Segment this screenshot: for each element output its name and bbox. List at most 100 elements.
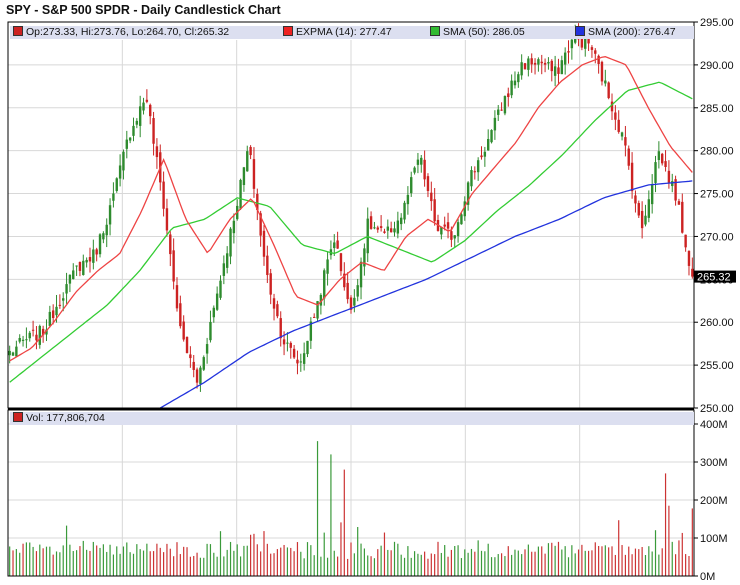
candle-body <box>108 205 112 225</box>
sma200-line <box>159 180 693 409</box>
candle-body <box>18 337 21 342</box>
sma50-line <box>9 81 693 383</box>
candle-body <box>684 234 687 248</box>
candle-body <box>644 215 647 225</box>
candle-body <box>222 263 226 276</box>
candle-body <box>242 167 246 186</box>
chart-title: SPY - S&P 500 SPDR - Daily Candlestick C… <box>6 3 281 17</box>
candle-body <box>594 50 597 54</box>
volume-tick-label: 0M <box>700 571 715 583</box>
expma-legend-item: EXPMA (14): 277.47 <box>283 26 392 39</box>
candle-body <box>691 268 694 277</box>
candle-body <box>463 201 466 217</box>
candle-body <box>420 157 423 165</box>
price-tick-label: 290.00 <box>700 60 734 72</box>
candle-body <box>393 228 396 233</box>
candle-body <box>453 235 456 239</box>
candle-body <box>416 159 420 165</box>
candle-body <box>85 259 88 263</box>
candle-body <box>356 285 359 297</box>
candle-body <box>98 234 102 255</box>
candle-body <box>640 210 644 229</box>
candle-body <box>517 74 520 83</box>
candle-body <box>135 120 139 125</box>
candle-body <box>262 230 266 257</box>
candle-body <box>38 325 41 345</box>
candle-body <box>406 194 410 205</box>
candle-body <box>118 165 122 179</box>
candle-body <box>540 61 543 64</box>
candle-body <box>15 346 18 357</box>
candle-body <box>647 199 651 218</box>
candle-body <box>309 321 313 341</box>
candle-body <box>500 109 503 111</box>
candle-body <box>88 257 92 262</box>
candle-body <box>65 284 68 294</box>
candle-body <box>413 167 416 173</box>
candle-body <box>349 297 353 310</box>
candle-body <box>460 214 463 225</box>
candle-body <box>209 321 212 341</box>
candle-body <box>8 350 11 356</box>
candle-body <box>440 227 443 235</box>
candle-body <box>530 58 533 65</box>
candle-body <box>580 35 584 48</box>
volume-bars <box>9 441 693 576</box>
candle-body <box>677 201 681 205</box>
ohlc-legend-text: Op:273.33, Hi:273.76, Lo:264.70, Cl:265.… <box>26 26 230 38</box>
candle-body <box>399 217 403 225</box>
candle-body <box>604 80 607 84</box>
candle-body <box>11 352 15 356</box>
candle-body <box>376 227 379 230</box>
candle-body <box>229 228 232 257</box>
price-tick-label: 275.00 <box>700 189 734 201</box>
candle-body <box>165 208 169 231</box>
candle-body <box>212 307 215 318</box>
candle-body <box>490 130 493 143</box>
volume-swatch <box>13 412 23 422</box>
candle-body <box>132 125 135 136</box>
volume-tick-label: 100M <box>700 533 728 545</box>
volume-tick-label: 300M <box>700 457 728 469</box>
candle-body <box>520 62 523 76</box>
candle-body <box>35 334 38 341</box>
candle-body <box>152 118 155 144</box>
candle-body <box>547 61 550 64</box>
candle-body <box>286 342 289 344</box>
candle-body <box>192 361 195 370</box>
candle-body <box>336 240 339 249</box>
candle-body <box>487 139 490 151</box>
last-price-marker <box>694 270 736 283</box>
candle-body <box>359 261 363 288</box>
candle-body <box>259 213 262 236</box>
candle-body <box>333 242 336 249</box>
candle-body <box>584 36 587 49</box>
candle-body <box>199 367 202 384</box>
volume-legend-item: Vol: 177,806,704 <box>13 412 105 425</box>
candle-body <box>590 47 594 50</box>
candle-body <box>72 270 75 280</box>
candle-body <box>681 201 684 233</box>
candle-body <box>125 139 128 149</box>
candle-body <box>433 199 436 222</box>
candle-body <box>443 224 446 227</box>
candle-body <box>225 253 229 268</box>
candle-body <box>597 55 600 64</box>
candle-body <box>31 329 35 331</box>
candle-body <box>363 248 366 267</box>
candle-body <box>219 280 222 298</box>
y-axis-ticks: 295.00 290.00 285.00 280.00 275.00 270.00 265.… <box>694 17 736 583</box>
sma50-swatch <box>430 26 440 36</box>
candle-body <box>21 339 25 341</box>
candle-body <box>624 137 627 146</box>
candle-body <box>493 117 497 131</box>
price-candles <box>8 23 694 392</box>
candle-body <box>510 80 513 96</box>
candle-body <box>630 162 634 192</box>
indicator-lines <box>9 56 693 409</box>
candle-body <box>664 161 667 167</box>
candle-body <box>155 146 159 158</box>
candle-body <box>58 304 62 306</box>
candle-body <box>82 260 85 276</box>
expma-swatch <box>283 26 293 36</box>
